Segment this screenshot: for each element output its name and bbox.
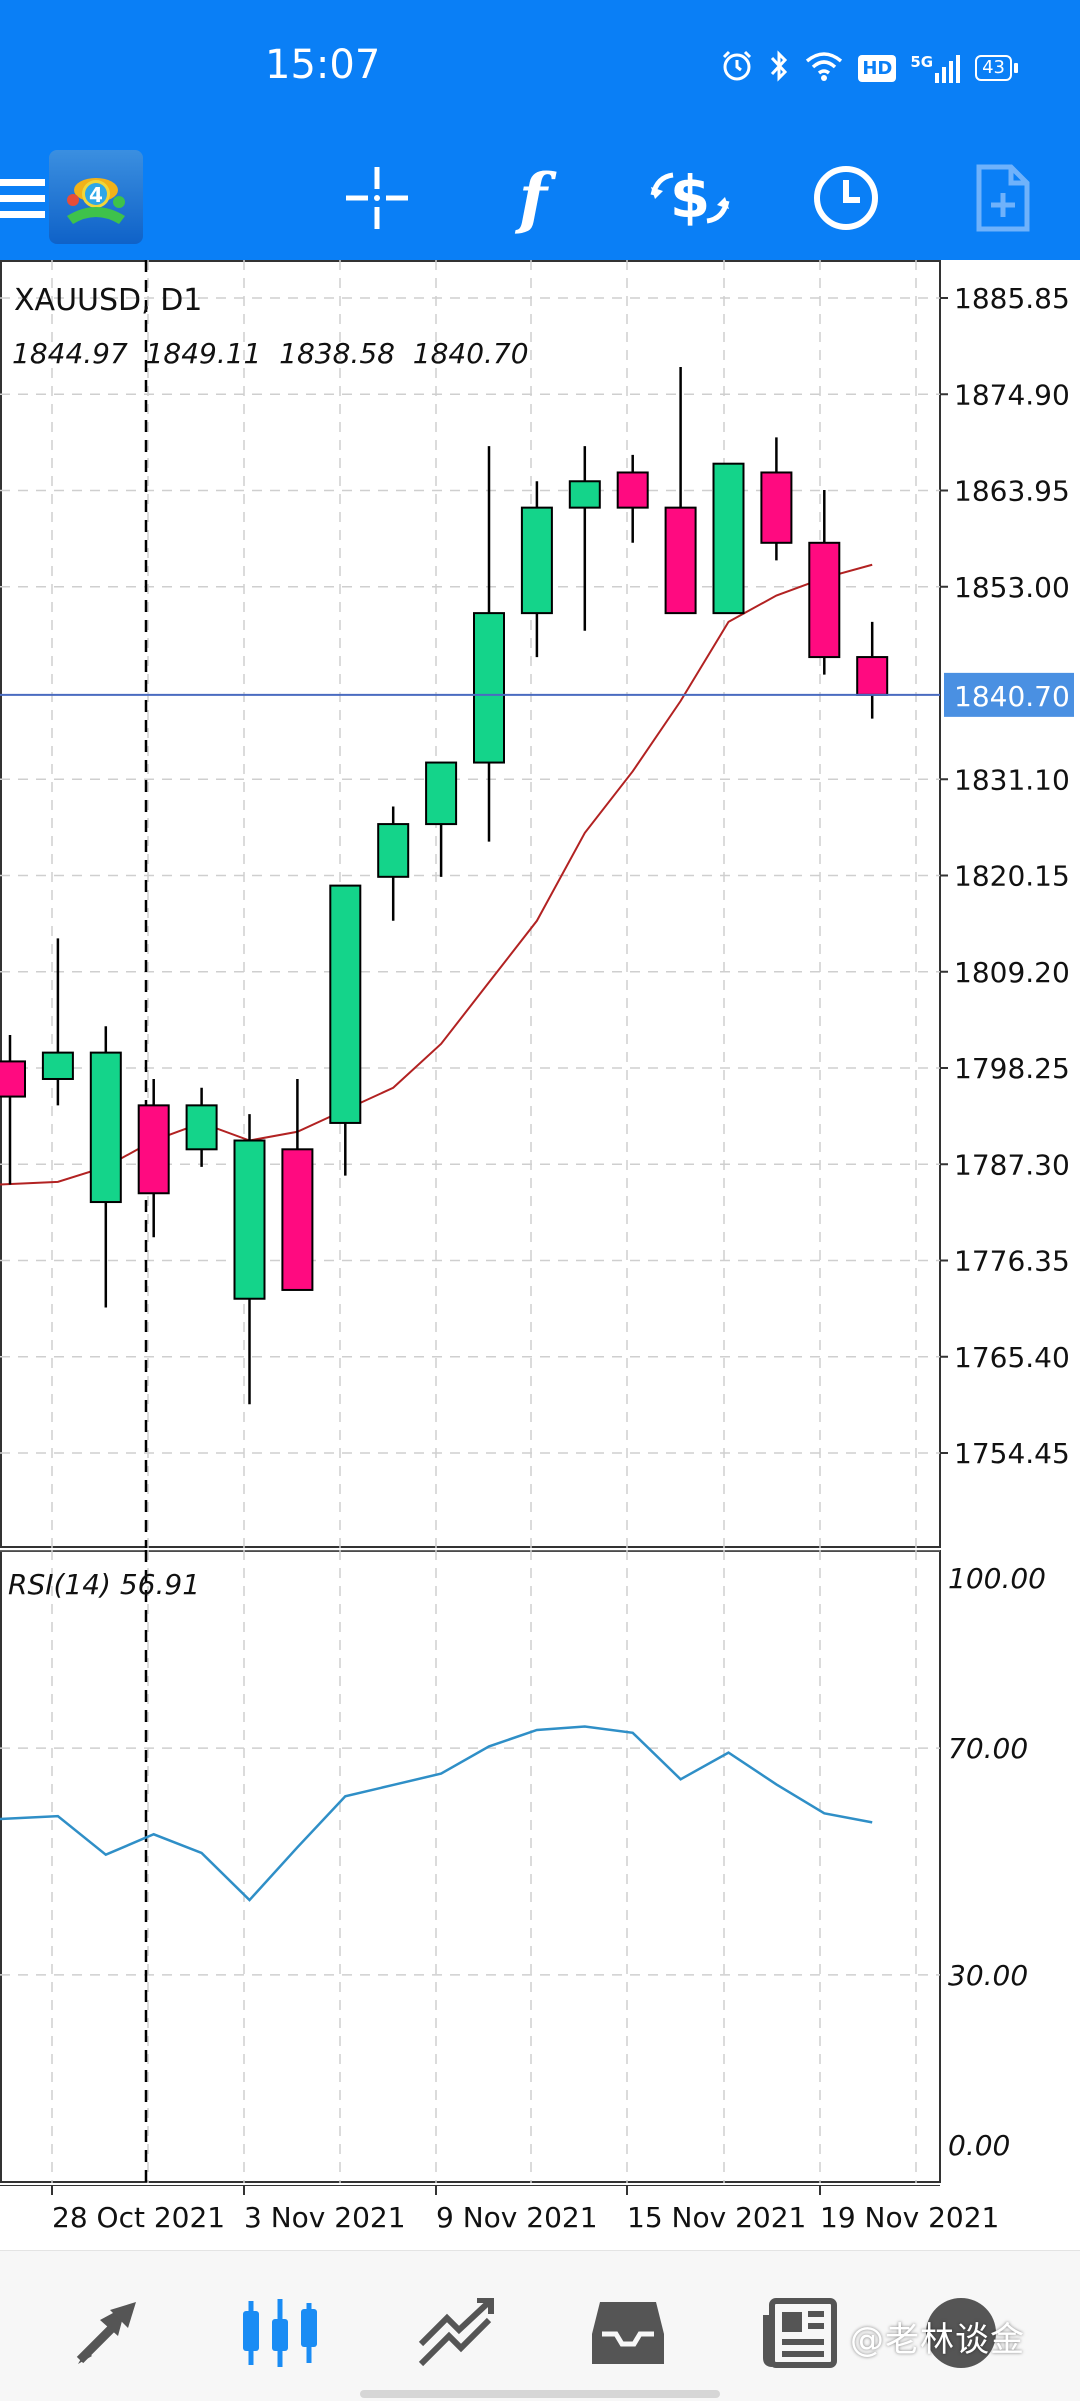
candle-body [856, 656, 889, 696]
crosshair-icon [346, 167, 408, 229]
network-label: 5G [910, 53, 934, 71]
price-tick-label: 1776.35 [954, 1245, 1070, 1278]
chart-icon [243, 2299, 317, 2367]
price-tick-label: 1831.10 [954, 763, 1070, 796]
candle-body [568, 480, 601, 509]
current-price-label: 1840.70 [954, 680, 1070, 713]
candle-body [425, 761, 458, 826]
5g-signal-icon: 5G [910, 53, 961, 83]
rsi-chart[interactable]: 100.00 70.00 30.00 0.00 RSI(14) 56.91 [0, 1550, 1080, 2185]
price-tick-label: 1820.15 [954, 860, 1070, 893]
trade-nav-icon [418, 2298, 494, 2367]
rsi-tick-label: 30.00 [948, 1959, 1028, 1992]
candle-body [137, 1104, 170, 1195]
objects-button[interactable] [958, 153, 1048, 243]
svg-text:$: $ [670, 163, 710, 231]
candle-body [473, 612, 505, 764]
date-tick-label: 9 Nov 2021 [436, 2201, 598, 2234]
chart-area[interactable]: 1885.85 1874.90 1863.95 1853.00 1831.10 1820.… [0, 260, 1080, 2260]
timeframe-button[interactable] [801, 153, 891, 243]
candle-body [520, 506, 553, 615]
candle-body [712, 462, 745, 615]
nav-chart[interactable] [235, 2293, 325, 2373]
candle-body [185, 1104, 218, 1151]
nav-trade[interactable] [410, 2293, 500, 2373]
symbol-label: XAUUSD, D1 [14, 283, 202, 318]
candle-body [664, 506, 697, 615]
crosshair-button[interactable] [332, 153, 422, 243]
watermark: @老林谈金 [850, 2320, 1025, 2360]
trade-icon: $ [650, 163, 730, 231]
rsi-label: RSI(14) 56.91 [8, 1568, 200, 1601]
nav-news[interactable] [755, 2293, 845, 2373]
hd-icon: HD [858, 54, 897, 82]
history-icon [592, 2302, 664, 2364]
candle-body [760, 471, 793, 544]
rsi-border [0, 1550, 941, 2183]
timeframe-icon [814, 166, 878, 230]
battery-icon: 43 [975, 55, 1018, 81]
indicators-button[interactable]: f [488, 153, 578, 243]
price-tick-label: 1874.90 [954, 378, 1070, 411]
rsi-tick-label: 100.00 [948, 1562, 1046, 1595]
price-tick-label: 1765.40 [954, 1341, 1070, 1374]
price-tick-label: 1754.45 [954, 1437, 1070, 1470]
candle-body [233, 1139, 266, 1300]
quotes-icon [76, 2302, 136, 2364]
status-time: 15:07 [265, 42, 381, 88]
price-tick-label: 1809.20 [954, 956, 1070, 989]
candle-body [281, 1148, 314, 1291]
menu-icon [0, 179, 45, 218]
status-icons: HD 5G 43 [720, 48, 1018, 88]
date-tick-label: 19 Nov 2021 [820, 2201, 999, 2234]
bluetooth-icon [768, 49, 790, 87]
candle-body [377, 823, 410, 878]
chart-border [0, 260, 941, 1548]
indicators-icon: f [518, 159, 548, 237]
current-price-box [944, 672, 1074, 717]
chart-toolbar: 4 f $ [0, 135, 1080, 260]
candle-body [0, 1060, 26, 1098]
price-tick-label: 1853.00 [954, 571, 1070, 604]
price-tick-label: 1787.30 [954, 1148, 1070, 1181]
rsi-line [0, 1725, 873, 1902]
mt4-logo-icon: 4 [49, 150, 143, 244]
candle-body [808, 541, 841, 659]
candle-body [329, 884, 362, 1124]
candle-body [616, 471, 649, 509]
nav-history[interactable] [583, 2293, 673, 2373]
rsi-tick-label: 0.00 [948, 2129, 1010, 2162]
price-tick-label: 1863.95 [954, 475, 1070, 508]
mt4-logo-button[interactable]: 4 [48, 149, 144, 245]
date-tick-label: 15 Nov 2021 [627, 2201, 806, 2234]
alarm-icon [720, 49, 754, 87]
rsi-tick-label: 70.00 [948, 1732, 1028, 1765]
svg-text:4: 4 [89, 183, 103, 207]
ohlc-label: 1844.97 1849.11 1838.58 1840.70 [12, 337, 529, 370]
menu-button[interactable] [0, 153, 62, 243]
nav-messages[interactable] [916, 2293, 1006, 2373]
candle-body [89, 1051, 122, 1204]
candle-body [41, 1051, 74, 1080]
news-icon [763, 2298, 837, 2368]
status-bar: 15:07 HD 5G 43 [0, 0, 1080, 135]
trade-button[interactable]: $ [645, 153, 735, 243]
messages-icon [926, 2298, 996, 2368]
price-tick-label: 1798.25 [954, 1052, 1070, 1085]
date-tick-label: 28 Oct 2021 [52, 2201, 225, 2234]
home-indicator [360, 2390, 720, 2398]
date-tick-label: 3 Nov 2021 [244, 2201, 406, 2234]
price-tick-label: 1885.85 [954, 282, 1070, 315]
date-axis: 28 Oct 2021 3 Nov 2021 9 Nov 2021 15 Nov 20… [0, 2185, 999, 2234]
wifi-icon [804, 50, 844, 86]
price-chart[interactable]: 1885.85 1874.90 1863.95 1853.00 1831.10 1820.… [0, 260, 1080, 1550]
objects-icon [976, 164, 1030, 232]
bottom-nav [0, 2250, 1080, 2401]
nav-quotes[interactable] [65, 2293, 155, 2373]
